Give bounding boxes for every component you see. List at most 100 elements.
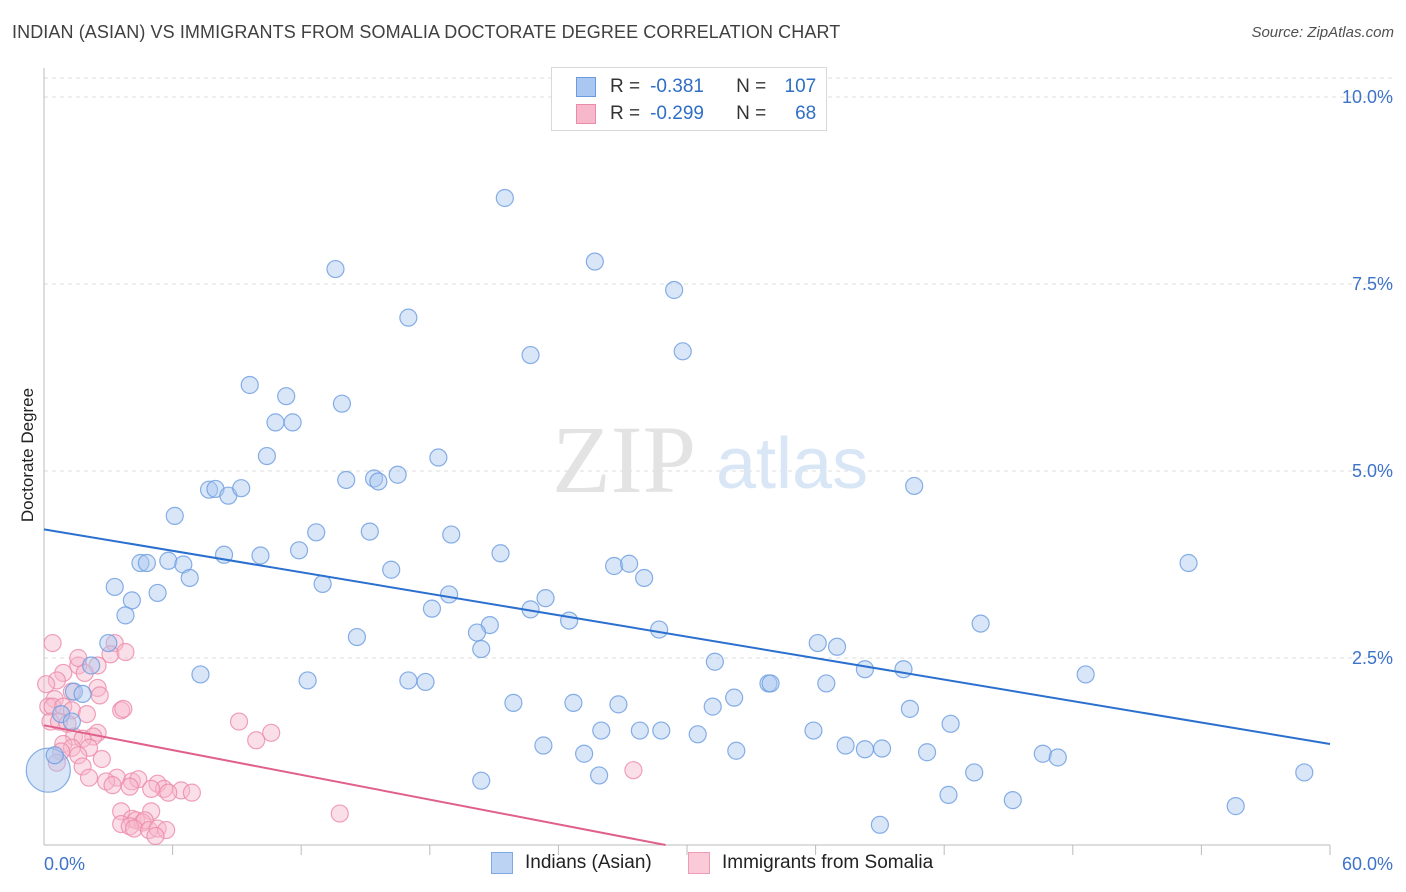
trend-line-indians [43, 528, 1331, 746]
data-point-indians [905, 476, 924, 496]
data-point-indians [159, 551, 178, 570]
legend-n-value: 68 [795, 103, 817, 124]
data-point-indians [855, 740, 874, 759]
data-point-somalia [73, 757, 92, 776]
data-point-indians [382, 560, 401, 579]
watermark-zip: ZIP [552, 406, 696, 513]
data-point-indians [399, 308, 418, 327]
data-point-indians [504, 693, 523, 712]
data-point-indians [199, 480, 219, 499]
data-point-somalia [43, 633, 62, 653]
data-point-somalia [79, 768, 99, 787]
legend-swatch-somalia [688, 852, 710, 874]
data-point-indians [148, 583, 167, 603]
data-point-indians [965, 763, 984, 782]
data-point-indians [332, 394, 352, 413]
legend-row-indians: R = -0.381 N = 107 [576, 76, 816, 98]
data-point-somalia [37, 675, 56, 694]
data-point-indians [673, 342, 692, 361]
data-point-indians [705, 652, 724, 671]
stats-legend: R = -0.381 N = 107 R = -0.299 N = 68 [551, 67, 827, 131]
legend-swatch-somalia [576, 104, 596, 124]
data-point-indians [429, 448, 448, 467]
legend-swatch-indians [576, 77, 596, 97]
data-point-indians [650, 620, 669, 639]
x-tick-label: 60.0% [1342, 854, 1393, 874]
legend-swatch-indians [491, 852, 513, 874]
data-point-somalia [247, 731, 266, 750]
legend-label-somalia: Immigrants from Somalia [722, 852, 934, 873]
data-point-indians [347, 627, 367, 647]
data-point-somalia [54, 663, 73, 683]
data-point-indians [62, 712, 81, 731]
data-point-somalia [75, 663, 94, 683]
data-point-indians [266, 413, 285, 432]
legend-n-label: N = [736, 103, 767, 124]
data-point-somalia [92, 749, 111, 769]
data-point-somalia [116, 642, 135, 662]
data-point-indians [416, 672, 435, 692]
legend-item-indians: Indians (Asian) [491, 852, 652, 874]
watermark-atlas: atlas [716, 424, 868, 504]
data-point-indians [422, 599, 442, 618]
data-point-indians [277, 387, 296, 406]
data-point-indians [827, 637, 847, 656]
data-point-indians [105, 577, 124, 597]
data-point-indians [25, 747, 71, 793]
data-point-indians [388, 465, 407, 484]
data-point-indians [251, 546, 270, 565]
data-point-indians [575, 744, 594, 763]
data-point-indians [564, 693, 583, 712]
data-point-somalia [330, 804, 349, 823]
data-point-indians [590, 766, 609, 785]
data-point-indians [326, 259, 345, 279]
data-point-indians [52, 704, 71, 724]
data-point-indians [534, 736, 553, 755]
data-point-indians [1048, 748, 1067, 767]
legend-n-value: 107 [784, 76, 817, 97]
data-point-indians [122, 591, 141, 610]
legend-r-label: R = [610, 103, 641, 124]
data-point-indians [399, 671, 418, 690]
watermark: ZIP atlas [552, 406, 868, 513]
data-point-indians [688, 725, 707, 744]
data-point-somalia [77, 704, 96, 724]
data-point-somalia [90, 686, 109, 705]
data-point-indians [560, 611, 579, 630]
y-tick-label: 2.5% [1352, 648, 1393, 668]
legend-r-label: R = [610, 76, 641, 97]
data-point-indians [45, 746, 64, 765]
data-point-indians [180, 568, 199, 588]
data-point-indians [283, 413, 302, 432]
data-point-somalia [101, 645, 120, 664]
data-point-indians [116, 606, 135, 625]
data-point-indians [99, 633, 118, 653]
data-point-indians [635, 568, 654, 588]
data-point-indians [894, 660, 913, 679]
legend-n-label: N = [736, 76, 767, 97]
series-somalia [37, 633, 643, 846]
y-tick-label: 10.0% [1342, 87, 1393, 107]
data-point-indians [941, 714, 960, 733]
tick-labels: 2.5% 5.0% 7.5% 10.0% 0.0% 60.0% [44, 87, 1393, 874]
data-point-indians [585, 252, 604, 271]
data-point-somalia [142, 779, 161, 799]
data-point-indians [495, 188, 514, 208]
data-point-indians [307, 523, 326, 542]
data-point-indians [137, 553, 156, 573]
data-point-indians [191, 665, 210, 684]
data-point-indians [761, 674, 780, 693]
data-point-indians [442, 525, 461, 544]
data-point-indians [652, 721, 671, 740]
data-point-indians [472, 771, 491, 790]
data-point-indians [131, 553, 150, 573]
data-point-indians [870, 815, 890, 834]
data-point-indians [817, 674, 836, 693]
data-point-indians [1003, 791, 1022, 810]
data-point-indians [1295, 763, 1314, 782]
data-point-indians [439, 585, 459, 604]
data-point-somalia [79, 738, 99, 757]
data-point-indians [82, 656, 101, 675]
data-point-indians [727, 741, 746, 760]
